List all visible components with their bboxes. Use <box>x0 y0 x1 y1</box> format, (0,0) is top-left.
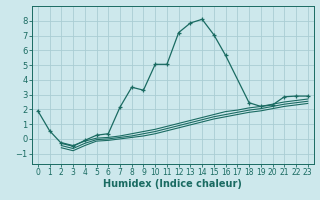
X-axis label: Humidex (Indice chaleur): Humidex (Indice chaleur) <box>103 179 242 189</box>
